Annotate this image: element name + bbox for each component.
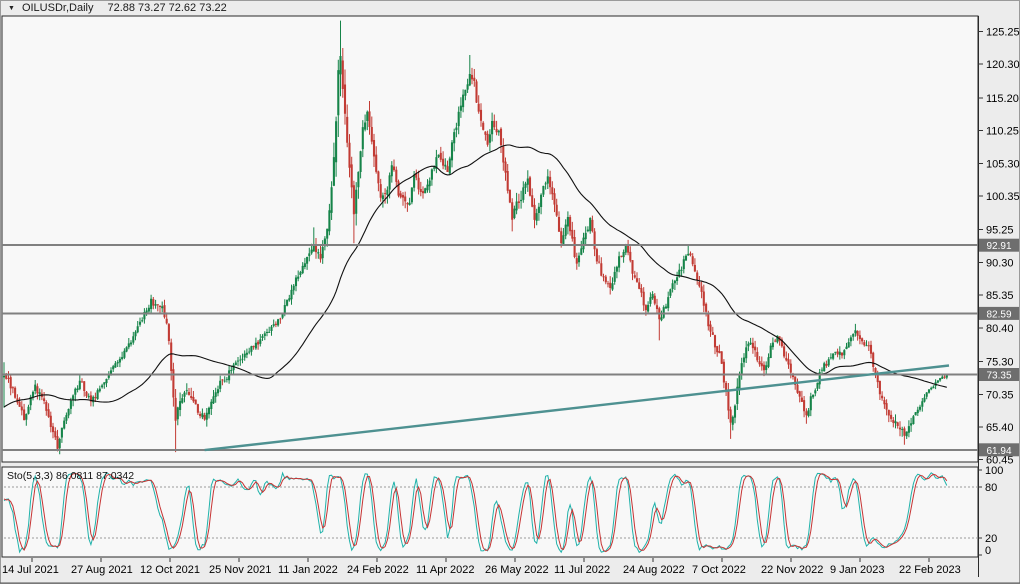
y-axis-tick-label: 65.40 bbox=[986, 422, 1014, 434]
x-axis-date-label: 11 Apr 2022 bbox=[416, 564, 475, 576]
y-axis-tick-label: 90.30 bbox=[986, 258, 1014, 270]
x-axis-date-label: 24 Feb 2022 bbox=[347, 564, 409, 576]
price-level-tag: 61.94 bbox=[986, 446, 1011, 457]
time-axis: 14 Jul 2021 27 Aug 2021 12 Oct 2021 25 N… bbox=[0, 558, 1020, 584]
stochastic-label: Sto(5,3,3) 86.0811 87.0342 bbox=[7, 470, 134, 482]
x-axis-date-label: 24 Aug 2022 bbox=[623, 564, 685, 576]
price-level-tag: 82.59 bbox=[986, 309, 1011, 320]
price-axis: 125.25 120.30 115.20 110.25 105.30 100.3… bbox=[978, 16, 1020, 577]
ohlc-quote-text: 72.88 73.27 72.62 73.22 bbox=[107, 2, 227, 14]
y-axis-tick-label: 75.30 bbox=[986, 357, 1014, 369]
x-axis-date-label: 27 Aug 2021 bbox=[71, 564, 133, 576]
y-axis-tick-label: 110.25 bbox=[986, 126, 1019, 138]
main-price-panel[interactable] bbox=[1, 15, 979, 463]
y-axis-tick-label: 95.25 bbox=[986, 225, 1014, 237]
x-axis-date-label: 7 Oct 2022 bbox=[692, 564, 746, 576]
x-axis-date-label: 14 Jul 2021 bbox=[2, 564, 59, 576]
y-axis-tick-label: 120.30 bbox=[986, 59, 1020, 71]
stochastic-k-line bbox=[3, 471, 948, 554]
x-axis-date-label: 12 Oct 2021 bbox=[140, 564, 200, 576]
y-axis-tick-label: 105.30 bbox=[986, 158, 1020, 170]
y-axis-tick-label: 85.35 bbox=[986, 290, 1014, 302]
trendline[interactable] bbox=[204, 364, 950, 452]
stochastic-tick-label: 80 bbox=[985, 482, 997, 494]
y-axis-tick-label: 115.20 bbox=[986, 93, 1019, 105]
stochastic-tick-label: 0 bbox=[985, 545, 991, 557]
symbol-period-label: OILUSDr,Daily bbox=[21, 2, 94, 14]
x-axis-date-label: 9 Jan 2023 bbox=[830, 564, 884, 576]
price-level-tags: 92.91 82.59 73.35 61.94 bbox=[979, 238, 1019, 457]
y-axis-tick-label: 60.45 bbox=[986, 455, 1014, 467]
x-axis-date-label: 26 May 2022 bbox=[485, 564, 549, 576]
y-axis-tick-label: 100.35 bbox=[986, 191, 1020, 203]
y-axis-tick-label: 125.25 bbox=[986, 27, 1020, 39]
stochastic-tick-label: 20 bbox=[985, 533, 997, 545]
x-axis-date-label: 22 Feb 2023 bbox=[899, 564, 961, 576]
symbol-dropdown-icon[interactable]: ▼ bbox=[8, 4, 15, 12]
price-level-tag: 73.35 bbox=[986, 371, 1011, 382]
price-level-tag: 92.91 bbox=[986, 241, 1011, 252]
stochastic-d-line bbox=[3, 473, 948, 553]
x-axis-date-label: 11 Jul 2022 bbox=[554, 564, 610, 576]
y-axis-tick-label: 80.40 bbox=[986, 323, 1014, 335]
x-axis-date-label: 11 Jan 2022 bbox=[278, 564, 338, 576]
stochastic-tick-label: 100 bbox=[985, 465, 1003, 477]
candlestick-series bbox=[2, 20, 948, 455]
x-axis-date-label: 25 Nov 2021 bbox=[209, 564, 271, 576]
x-axis-date-label: 22 Nov 2022 bbox=[761, 564, 823, 576]
moving-average-line bbox=[3, 144, 947, 408]
y-axis-tick-label: 70.35 bbox=[986, 389, 1014, 401]
chart-titlebar: ▼ OILUSDr,Daily 72.88 73.27 72.62 73.22 bbox=[0, 0, 1020, 16]
stochastic-axis: 100 80 20 0 bbox=[978, 465, 1003, 557]
horizontal-level-lines[interactable] bbox=[2, 244, 978, 451]
